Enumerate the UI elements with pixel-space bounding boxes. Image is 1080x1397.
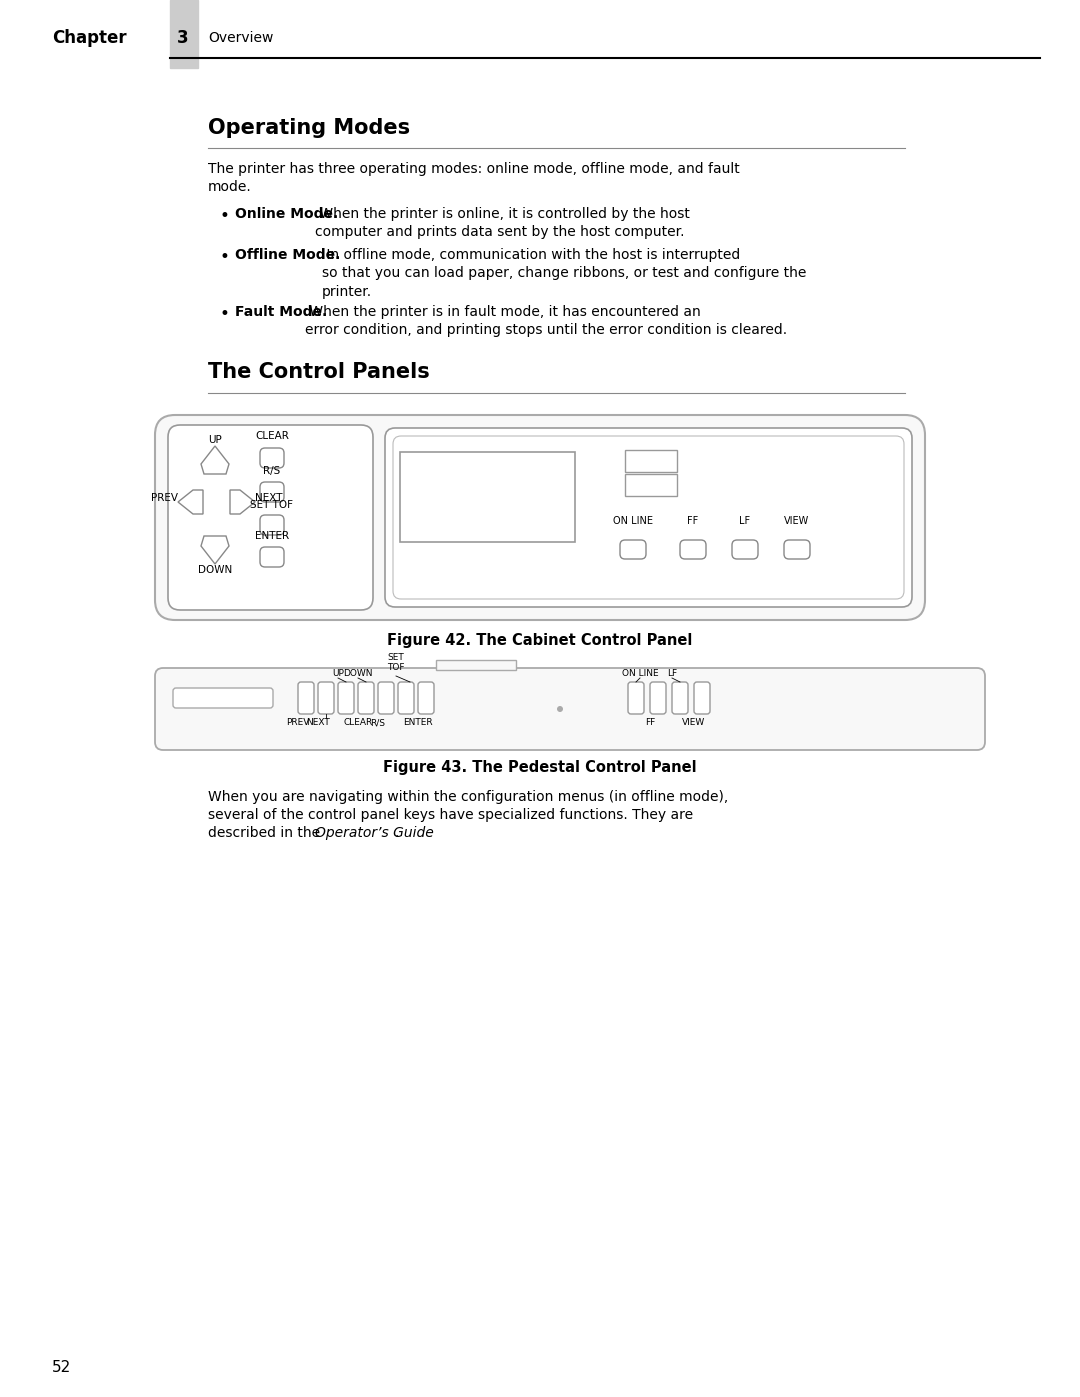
Text: FF: FF xyxy=(645,718,656,726)
Text: UP: UP xyxy=(208,434,221,446)
Bar xyxy=(625,450,677,472)
Text: The Control Panels: The Control Panels xyxy=(208,362,430,381)
Text: NEXT: NEXT xyxy=(255,493,283,503)
Text: 3: 3 xyxy=(177,29,189,47)
Text: VIEW: VIEW xyxy=(683,718,705,726)
FancyBboxPatch shape xyxy=(168,425,373,610)
Text: CLEAR: CLEAR xyxy=(343,718,373,726)
Text: 52: 52 xyxy=(52,1361,71,1375)
Text: Operator’s Guide: Operator’s Guide xyxy=(315,826,434,840)
Text: PREV: PREV xyxy=(151,493,178,503)
FancyBboxPatch shape xyxy=(672,682,688,714)
Bar xyxy=(170,0,198,68)
FancyBboxPatch shape xyxy=(156,668,985,750)
Text: several of the control panel keys have specialized functions. They are: several of the control panel keys have s… xyxy=(208,807,693,821)
FancyBboxPatch shape xyxy=(357,682,374,714)
Polygon shape xyxy=(178,490,203,514)
Text: DOWN: DOWN xyxy=(343,669,373,678)
Text: ON LINE: ON LINE xyxy=(622,669,659,678)
Circle shape xyxy=(557,705,563,712)
Text: NEXT: NEXT xyxy=(306,718,329,726)
Text: When you are navigating within the configuration menus (in offline mode),: When you are navigating within the confi… xyxy=(208,789,728,805)
Text: •: • xyxy=(220,249,230,265)
Text: When the printer is online, it is controlled by the host
computer and prints dat: When the printer is online, it is contro… xyxy=(315,207,690,239)
Text: R/S: R/S xyxy=(264,467,281,476)
Bar xyxy=(400,453,575,542)
FancyBboxPatch shape xyxy=(620,541,646,559)
Text: Figure 42. The Cabinet Control Panel: Figure 42. The Cabinet Control Panel xyxy=(388,633,692,648)
Text: ON LINE: ON LINE xyxy=(613,515,653,527)
Text: .: . xyxy=(395,826,400,840)
Text: PREV: PREV xyxy=(286,718,310,726)
Text: Fault Mode.: Fault Mode. xyxy=(235,305,327,319)
FancyBboxPatch shape xyxy=(627,682,644,714)
Text: CLEAR: CLEAR xyxy=(255,432,289,441)
Text: Online Mode.: Online Mode. xyxy=(235,207,338,221)
Text: UP: UP xyxy=(332,669,343,678)
FancyBboxPatch shape xyxy=(156,415,924,620)
FancyBboxPatch shape xyxy=(732,541,758,559)
FancyBboxPatch shape xyxy=(384,427,912,608)
Text: Figure 43. The Pedestal Control Panel: Figure 43. The Pedestal Control Panel xyxy=(383,760,697,775)
Text: VIEW: VIEW xyxy=(784,515,810,527)
FancyBboxPatch shape xyxy=(318,682,334,714)
Text: Offline Mode.: Offline Mode. xyxy=(235,249,340,263)
Text: LF: LF xyxy=(740,515,751,527)
Text: •: • xyxy=(220,305,230,323)
Text: SET TOF: SET TOF xyxy=(251,500,294,510)
Text: SET
TOF: SET TOF xyxy=(388,654,405,672)
FancyBboxPatch shape xyxy=(694,682,710,714)
Text: Operating Modes: Operating Modes xyxy=(208,117,410,138)
FancyBboxPatch shape xyxy=(784,541,810,559)
Text: •: • xyxy=(220,207,230,225)
Text: DOWN: DOWN xyxy=(198,564,232,576)
FancyBboxPatch shape xyxy=(378,682,394,714)
Text: When the printer is in fault mode, it has encountered an
error condition, and pr: When the printer is in fault mode, it ha… xyxy=(305,305,787,338)
FancyBboxPatch shape xyxy=(650,682,666,714)
Text: FF: FF xyxy=(687,515,699,527)
FancyBboxPatch shape xyxy=(173,687,273,708)
Text: ENTER: ENTER xyxy=(255,531,289,541)
Text: R/S: R/S xyxy=(370,718,386,726)
Text: Overview: Overview xyxy=(208,31,273,45)
FancyBboxPatch shape xyxy=(298,682,314,714)
Text: ENTER: ENTER xyxy=(403,718,433,726)
Bar xyxy=(436,659,516,671)
Text: In offline mode, communication with the host is interrupted
so that you can load: In offline mode, communication with the … xyxy=(322,249,807,299)
Text: LF: LF xyxy=(667,669,677,678)
Text: The printer has three operating modes: online mode, offline mode, and fault
mode: The printer has three operating modes: o… xyxy=(208,162,740,194)
Text: described in the: described in the xyxy=(208,826,324,840)
FancyBboxPatch shape xyxy=(338,682,354,714)
Bar xyxy=(625,474,677,496)
Text: Chapter: Chapter xyxy=(52,29,126,47)
FancyBboxPatch shape xyxy=(418,682,434,714)
Polygon shape xyxy=(230,490,255,514)
FancyBboxPatch shape xyxy=(680,541,706,559)
Polygon shape xyxy=(201,446,229,474)
FancyBboxPatch shape xyxy=(399,682,414,714)
Polygon shape xyxy=(201,536,229,564)
